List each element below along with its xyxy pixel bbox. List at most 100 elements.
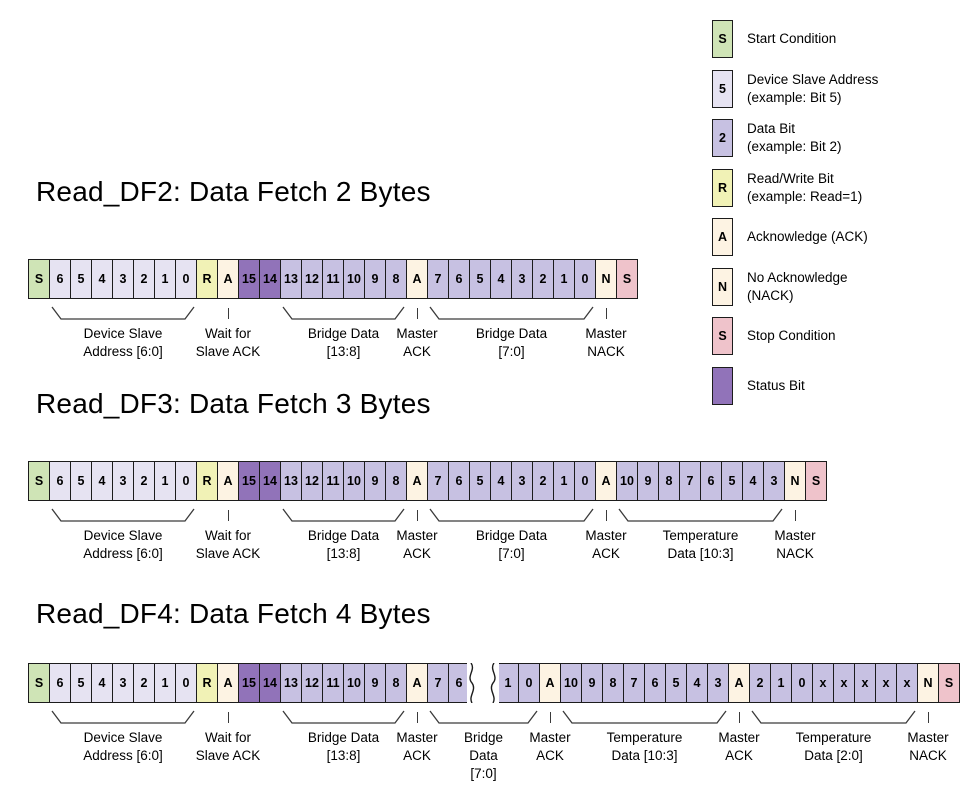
bit-cell-label: 15 [242, 676, 256, 690]
bit-cell-data: 12 [301, 259, 323, 299]
bit-cell-data: 13 [280, 461, 302, 501]
bit-cell-label: 3 [518, 272, 526, 286]
bit-cell-start: S [28, 663, 50, 703]
bit-cell-stop: S [938, 663, 960, 703]
bit-cell-data: 9 [364, 259, 386, 299]
bit-cell-label: 5 [77, 272, 85, 286]
bit-cell-data: x [854, 663, 876, 703]
bit-cell-label: 8 [392, 474, 400, 488]
group-tick [927, 712, 929, 723]
bit-cell-addr: 1 [154, 461, 176, 501]
legend-label: Data Bit (example: Bit 2) [747, 121, 842, 154]
group-tick [227, 308, 229, 319]
group-label: Master ACK [396, 730, 438, 763]
bit-cell-data: 1 [553, 259, 575, 299]
bit-cell-data: 9 [637, 461, 659, 501]
bit-cell-label: R [202, 272, 212, 286]
group-tick [227, 712, 229, 723]
bit-cell-label: S [34, 272, 44, 286]
bit-cell-addr: 4 [91, 663, 113, 703]
legend-item: Status Bit [712, 366, 878, 405]
legend-swatch-addr: 5 [712, 69, 733, 108]
group-label: Bridge Data [13:8] [307, 326, 380, 359]
group-label: Master NACK [585, 326, 627, 359]
bit-cell-rw: R [196, 461, 218, 501]
bit-cell-data: 6 [700, 461, 722, 501]
group-label: Bridge Data [7:0] [475, 528, 548, 561]
bit-cell-label: 10 [620, 474, 634, 488]
bit-cell-data: 10 [343, 663, 365, 703]
bit-cell-label: 7 [686, 474, 694, 488]
bit-cell-label: 0 [581, 474, 589, 488]
bit-cell-data: 13 [280, 663, 302, 703]
group-tick [416, 308, 418, 319]
bit-cell-label: 0 [581, 272, 589, 286]
bit-cell-label: 3 [119, 474, 127, 488]
group-label: Bridge Data [13:8] [307, 528, 380, 561]
bit-cell-addr: 2 [133, 461, 155, 501]
bit-cell-label: 6 [707, 474, 715, 488]
group-brace [282, 710, 405, 725]
group-brace [51, 306, 195, 321]
bit-cell-addr: 5 [70, 259, 92, 299]
legend-item: 5 Device Slave Address (example: Bit 5) [712, 69, 879, 108]
bit-cell-label: 3 [518, 474, 526, 488]
bit-cell-data: 3 [511, 259, 533, 299]
bit-cell-label: 3 [119, 272, 127, 286]
bit-cell-ack: N [784, 461, 806, 501]
bit-cell-label: 8 [665, 474, 673, 488]
bit-cell-label: 9 [371, 272, 379, 286]
bit-cell-ack: A [406, 461, 428, 501]
bit-cell-label: 5 [77, 474, 85, 488]
bit-cell-label: N [923, 676, 933, 690]
group-label: Bridge Data [7:0] [475, 326, 548, 359]
group-label: Wait for Slave ACK [195, 326, 261, 359]
group-tick [227, 510, 229, 521]
bit-cell-data: 11 [322, 259, 344, 299]
group-tick [549, 712, 551, 723]
bit-cell-label: 6 [56, 474, 64, 488]
legend-label: Device Slave Address (example: Bit 5) [747, 71, 879, 105]
bit-cell-label: 5 [476, 474, 484, 488]
bit-cell-label: S [944, 676, 954, 690]
group-brace [51, 508, 195, 523]
bit-cell-label: 9 [371, 676, 379, 690]
bit-cell-status: 14 [259, 663, 281, 703]
legend-item: 2 Data Bit (example: Bit 2) [712, 119, 878, 157]
bit-cell-data: 9 [364, 461, 386, 501]
bit-cell-status: 15 [238, 663, 260, 703]
bit-cell-label: 8 [392, 676, 400, 690]
bit-cell-addr: 0 [175, 259, 197, 299]
bit-cell-data: 3 [707, 663, 729, 703]
legend-swatch-rw: R [712, 168, 733, 207]
legend-item: R Read/Write Bit (example: Read=1) [712, 168, 878, 207]
bit-cell-label: 11 [326, 272, 340, 286]
bit-cell-rw: R [196, 259, 218, 299]
bit-cell-label: 4 [497, 272, 505, 286]
bit-cell-label: 11 [326, 474, 340, 488]
bit-cell-label: 5 [728, 474, 736, 488]
group-brace [51, 710, 195, 725]
bit-cell-label: 1 [560, 272, 568, 286]
bit-cell-data: 0 [518, 663, 540, 703]
bit-cell-label: 4 [693, 676, 701, 690]
bit-cell-label: 9 [371, 474, 379, 488]
bit-cell-stop: S [616, 259, 638, 299]
bit-cell-label: 0 [525, 676, 533, 690]
bit-cell-status: 15 [238, 461, 260, 501]
section-title-read-df3: Read_DF3: Data Fetch 3 Bytes [36, 388, 431, 419]
group-brace [618, 508, 783, 523]
bit-cell-addr: 5 [70, 663, 92, 703]
bit-cell-ack: A [217, 461, 239, 501]
group-label: Master NACK [774, 528, 816, 561]
bit-cell-label: A [412, 272, 422, 286]
bit-cell-ack: A [406, 663, 428, 703]
legend-swatch-start: S [712, 20, 733, 58]
group-label: Master NACK [907, 730, 949, 763]
bit-cell-data: 11 [322, 461, 344, 501]
legend-label: Read/Write Bit (example: Read=1) [747, 170, 863, 204]
bit-cell-data: 5 [721, 461, 743, 501]
bit-cell-data: 3 [763, 461, 785, 501]
legend-swatch-data: 2 [712, 119, 733, 157]
